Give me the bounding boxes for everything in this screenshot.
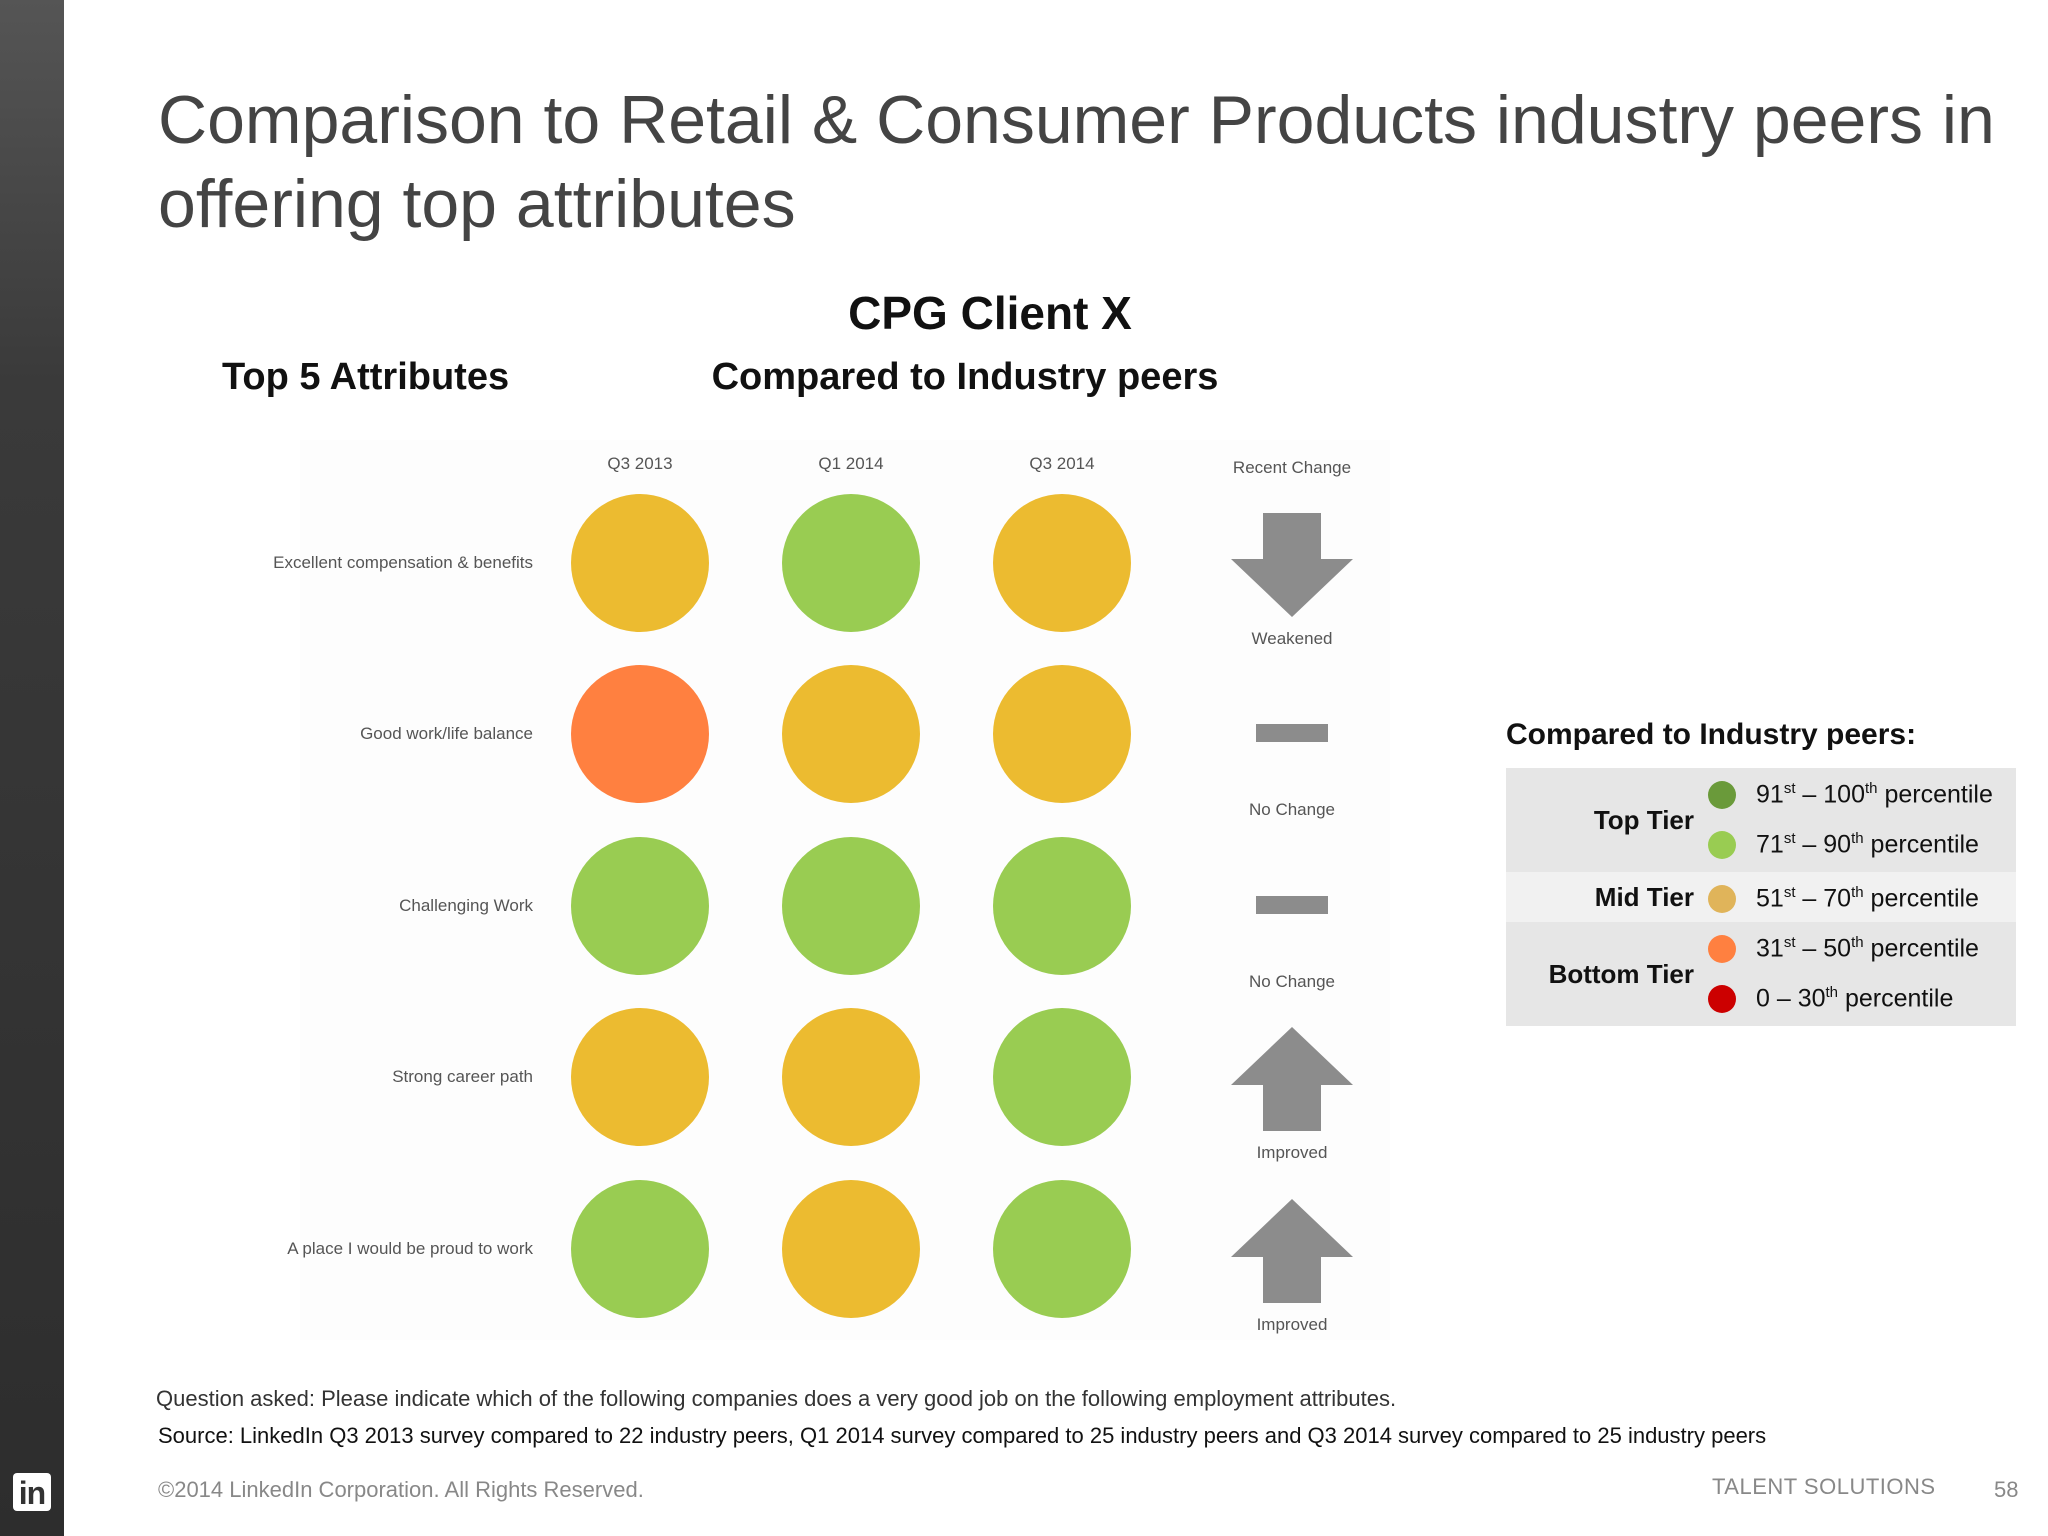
percentile-dot	[782, 1008, 920, 1146]
legend-text-part: st	[1783, 934, 1796, 951]
legend-text-part: st	[1783, 780, 1796, 797]
legend-color-dot	[1708, 781, 1736, 809]
client-name: CPG Client X	[848, 287, 1132, 339]
percentile-dot	[782, 1180, 920, 1318]
legend-text-part: – 90	[1795, 830, 1852, 859]
legend-text-part: st	[1783, 884, 1796, 901]
change-label: Improved	[1256, 1315, 1328, 1334]
top-attributes-heading: Top 5 Attributes	[222, 356, 510, 398]
change-label: Improved	[1256, 1143, 1328, 1162]
legend-text-part: percentile	[1863, 884, 1979, 913]
legend-text-part: percentile	[1863, 830, 1979, 859]
percentile-dot	[993, 665, 1131, 803]
page-number: 58	[1994, 1477, 2019, 1502]
legend-color-dot	[1708, 985, 1736, 1013]
legend-tier-band	[1506, 768, 2016, 872]
legend-percentile-label: 91st – 100th percentile	[1756, 780, 1993, 809]
percentile-dot	[782, 837, 920, 975]
column-label: Recent Change	[1232, 458, 1352, 477]
compared-heading: Compared to Industry peers	[711, 356, 1219, 398]
legend-text-part: th	[1851, 830, 1864, 847]
legend-percentile-label: 51st – 70th percentile	[1756, 884, 1979, 913]
legend-tier-band	[1506, 872, 2016, 922]
legend-percentile-label: 71st – 90th percentile	[1756, 830, 1979, 859]
legend-color-dot	[1708, 935, 1736, 963]
percentile-dot	[782, 665, 920, 803]
percentile-dot	[993, 1008, 1131, 1146]
legend-text-part: th	[1851, 934, 1864, 951]
legend-text-part: th	[1851, 884, 1864, 901]
column-label: Q1 2014	[818, 454, 884, 473]
legend-text-part: th	[1825, 984, 1839, 1001]
attribute-label: Good work/life balance	[360, 724, 533, 743]
legend-text-part: 71	[1756, 830, 1784, 859]
legend-percentile-label: 31st – 50th percentile	[1756, 934, 1979, 963]
legend-tier-name: Top Tier	[1593, 805, 1694, 835]
change-label: Weakened	[1251, 629, 1333, 648]
percentile-dot	[571, 1180, 709, 1318]
no-change-dash-icon	[1256, 724, 1328, 742]
arrow-up-icon	[1231, 1199, 1353, 1303]
tier-legend: Top Tier 91st – 100th percentile 71st – 90…	[1506, 768, 2016, 1026]
legend-text-part: percentile	[1838, 984, 1954, 1013]
percentile-dot	[993, 1180, 1131, 1318]
percentile-dot	[571, 1008, 709, 1146]
legend-text-part: 51	[1756, 884, 1784, 913]
legend-text-part: 0	[1756, 984, 1770, 1013]
change-label: No Change	[1248, 800, 1335, 819]
percentile-dot	[782, 494, 920, 632]
legend-color-dot	[1708, 885, 1736, 913]
legend-text-part: st	[1783, 830, 1796, 847]
legend-tier-name: Mid Tier	[1594, 882, 1694, 912]
legend-text-part: – 50	[1795, 934, 1852, 963]
legend-tier-band	[1506, 922, 2016, 1026]
percentile-dot	[571, 494, 709, 632]
column-label: Q3 2013	[607, 454, 673, 473]
arrow-up-icon	[1231, 1027, 1353, 1131]
slide-title: Comparison to Retail & Consumer Products…	[158, 82, 1995, 242]
question-note: Question asked: Please indicate which of…	[156, 1386, 1397, 1411]
attribute-label: Challenging Work	[399, 896, 533, 915]
copyright: ©2014 LinkedIn Corporation. All Rights R…	[158, 1477, 644, 1502]
legend-text-part: th	[1865, 780, 1878, 797]
attribute-label: Excellent compensation & benefits	[273, 553, 533, 572]
legend-text-part: percentile	[1863, 934, 1979, 963]
percentile-dot	[993, 494, 1131, 632]
percentile-dot	[571, 837, 709, 975]
legend-text-part: 31	[1756, 934, 1784, 963]
legend-text-part: 91	[1756, 780, 1784, 809]
legend-text-part: percentile	[1877, 780, 1993, 809]
arrow-down-icon	[1231, 513, 1353, 617]
legend-text-part: – 70	[1795, 884, 1852, 913]
source-note: Source: LinkedIn Q3 2013 survey compared…	[158, 1423, 1767, 1448]
legend-text-part: – 100	[1795, 780, 1865, 809]
brand-label: TALENT SOLUTIONS	[1712, 1474, 1936, 1499]
change-label: No Change	[1248, 972, 1335, 991]
no-change-dash-icon	[1256, 896, 1328, 914]
legend-title: Compared to Industry peers:	[1506, 718, 1917, 751]
legend-tier-name: Bottom Tier	[1548, 959, 1694, 989]
left-sidebar	[0, 0, 64, 1536]
attribute-label: A place I would be proud to work	[287, 1239, 533, 1258]
legend-color-dot	[1708, 831, 1736, 859]
percentile-dot	[993, 837, 1131, 975]
column-label: Q3 2014	[1029, 454, 1095, 473]
legend-percentile-label: 0 – 30th percentile	[1756, 984, 1953, 1013]
legend-text-part: – 30	[1769, 984, 1826, 1013]
linkedin-logo-icon: in	[13, 1473, 51, 1511]
attribute-label: Strong career path	[392, 1067, 533, 1086]
percentile-dot	[571, 665, 709, 803]
